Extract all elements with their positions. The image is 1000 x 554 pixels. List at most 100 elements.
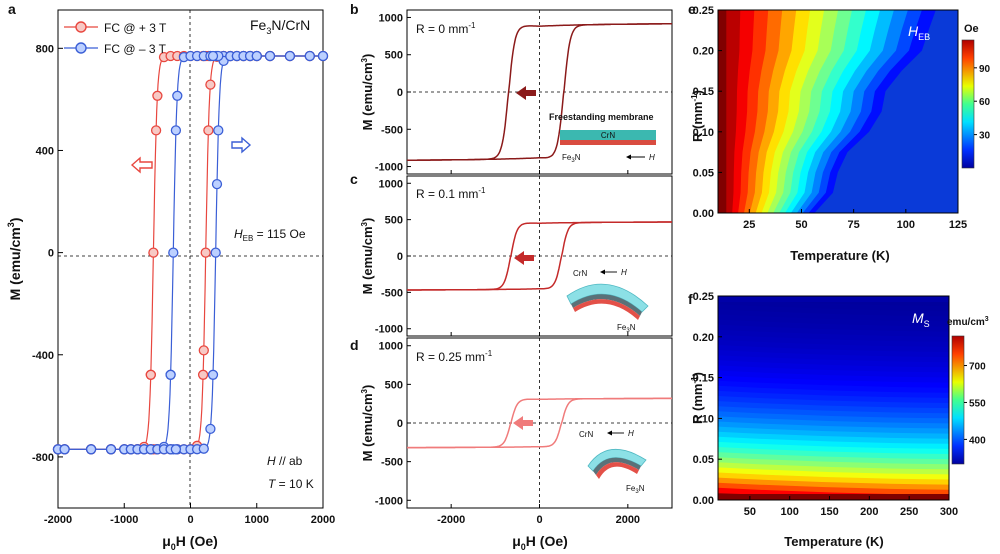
- branch-up-line: [58, 55, 323, 450]
- data-point-marker: [200, 247, 211, 258]
- colorbar-tick-label: 550: [969, 398, 986, 409]
- panel-f: MS emu/cm3 400 550 700 50 100 150 200 250 300 0.…: [690, 291, 989, 549]
- inset-c-membrane-body: [571, 294, 642, 316]
- x-tick-label: 250: [900, 506, 918, 518]
- inset-b-crn-layer: [560, 130, 656, 140]
- y-tick-label: 0.25: [693, 291, 714, 303]
- data-point-marker: [105, 444, 117, 455]
- inset-c-crn-label: CrN: [573, 269, 587, 278]
- y-tick-label: 0.05: [693, 454, 714, 466]
- legend-label-fc-plus: FC @ + 3 T: [104, 21, 167, 35]
- panel-b-curvature-label: R = 0 mm-1: [416, 21, 476, 36]
- y-tick-label: 0.20: [693, 46, 714, 58]
- y-tick-label: 0.25: [693, 5, 714, 17]
- y-tick-label: 0: [48, 248, 54, 260]
- data-point-marker: [317, 50, 329, 62]
- panel-f-colorbar-label: emu/cm3: [947, 316, 989, 328]
- data-point-marker: [168, 247, 179, 258]
- panel-d-membrane-inset: CrN H Fe3N: [579, 429, 647, 495]
- colorbar-tick-label: 400: [969, 435, 986, 446]
- x-tick-label: 0: [536, 514, 542, 526]
- y-tick-label: 500: [385, 379, 403, 391]
- heatmap-band: [718, 10, 727, 213]
- inset-c-field-label: H: [621, 268, 627, 277]
- panel-a-frame: [57, 9, 324, 509]
- data-point-marker: [145, 369, 156, 380]
- sweep-left-arrow-icon: [130, 156, 153, 174]
- hysteresis-branch-down: [407, 397, 672, 449]
- y-tick-label: -400: [32, 350, 54, 362]
- data-point-marker: [170, 125, 182, 136]
- data-point-marker: [251, 50, 262, 62]
- data-point-marker: [207, 50, 219, 62]
- legend-marker-fc-minus: [75, 42, 87, 54]
- panel-e-y-axis-label: R (mm-1): [690, 90, 705, 142]
- panel-c-y-axis-label: M (emu/cm3): [360, 218, 375, 295]
- y-tick-label: -500: [381, 287, 403, 299]
- panel-a-exchange-bias-label: HEB = 115 Oe: [234, 227, 306, 243]
- data-point-marker: [205, 423, 216, 435]
- y-tick-label: 500: [385, 50, 403, 62]
- data-point-marker: [198, 345, 209, 356]
- data-point-marker: [264, 50, 276, 62]
- panel-e-frame: [717, 9, 959, 214]
- y-tick-label: 400: [36, 145, 54, 157]
- data-point-marker: [148, 247, 159, 258]
- colorbar-tick-label: 700: [969, 362, 986, 373]
- x-tick-label: 75: [848, 219, 860, 231]
- data-point-marker: [211, 178, 223, 190]
- sweep-right-arrow-icon: [231, 136, 252, 154]
- panel-d-y-axis-label: M (emu/cm3): [360, 385, 375, 462]
- x-tick-label: -1000: [110, 514, 138, 526]
- x-tick-label: 300: [940, 506, 958, 518]
- branch-down-line: [58, 55, 323, 450]
- panel-b-sweep-arrow-icon: [516, 86, 536, 100]
- panel-letter-d: d: [350, 337, 359, 353]
- y-tick-label: 0.00: [693, 495, 714, 507]
- panel-b-membrane-inset: Freestanding membrane CrN Fe3N H: [549, 112, 656, 164]
- x-tick-label: 2000: [311, 514, 335, 526]
- data-point-marker: [210, 247, 221, 258]
- inset-b-crn-label: CrN: [601, 131, 615, 140]
- panel-letter-c: c: [350, 171, 358, 187]
- data-point-marker: [213, 125, 224, 136]
- colorbar-tick-label: 60: [979, 97, 991, 108]
- inset-c-fe3n-shell: [573, 299, 640, 320]
- panel-a-x-axis-label: μ0H (Oe): [162, 533, 218, 552]
- data-point-marker: [165, 369, 176, 380]
- x-tick-label: 2000: [616, 514, 640, 526]
- branch-up-line: [58, 55, 323, 450]
- data-point-marker: [284, 50, 296, 62]
- y-tick-label: 0.00: [693, 208, 714, 220]
- data-point-marker: [172, 90, 183, 101]
- panel-d-sweep-arrow-icon: [513, 416, 533, 430]
- y-tick-label: 0.20: [693, 332, 714, 344]
- y-tick-label: 0: [397, 251, 403, 263]
- panel-f-y-axis-label: R (mm-1): [690, 372, 705, 424]
- inset-c-field-arrowhead-icon: [600, 269, 605, 275]
- panel-f-x-axis-label: Temperature (K): [784, 534, 883, 549]
- inset-d-crn-label: CrN: [579, 430, 593, 439]
- panel-d-curvature-label: R = 0.25 mm-1: [416, 349, 493, 364]
- x-tick-label: 125: [949, 219, 967, 231]
- panel-a-temperature: T = 10 K: [268, 477, 314, 491]
- inset-d-field-arrowhead-icon: [607, 430, 612, 436]
- data-point-marker: [304, 50, 315, 62]
- x-tick-label: 50: [795, 219, 807, 231]
- y-tick-label: 0.05: [693, 167, 714, 179]
- panel-f-colorbar: [951, 335, 965, 465]
- panel-f-frame: [717, 295, 950, 501]
- x-tick-label: 50: [744, 506, 756, 518]
- panel-e-x-axis-label: Temperature (K): [790, 248, 889, 263]
- data-point-marker: [207, 369, 219, 380]
- panel-letter-f: f: [688, 291, 693, 307]
- x-tick-label: 0: [187, 514, 193, 526]
- inset-d-field-label: H: [628, 429, 634, 438]
- heatmap-band: [718, 494, 949, 500]
- data-point-marker: [170, 444, 182, 455]
- panel-e-colorbar-label: Oe: [964, 23, 979, 35]
- hysteresis-branch-down: [407, 221, 672, 291]
- colorbar-tick-label: 90: [979, 64, 991, 75]
- heatmap-band: [718, 296, 949, 302]
- y-tick-label: -1000: [375, 495, 403, 507]
